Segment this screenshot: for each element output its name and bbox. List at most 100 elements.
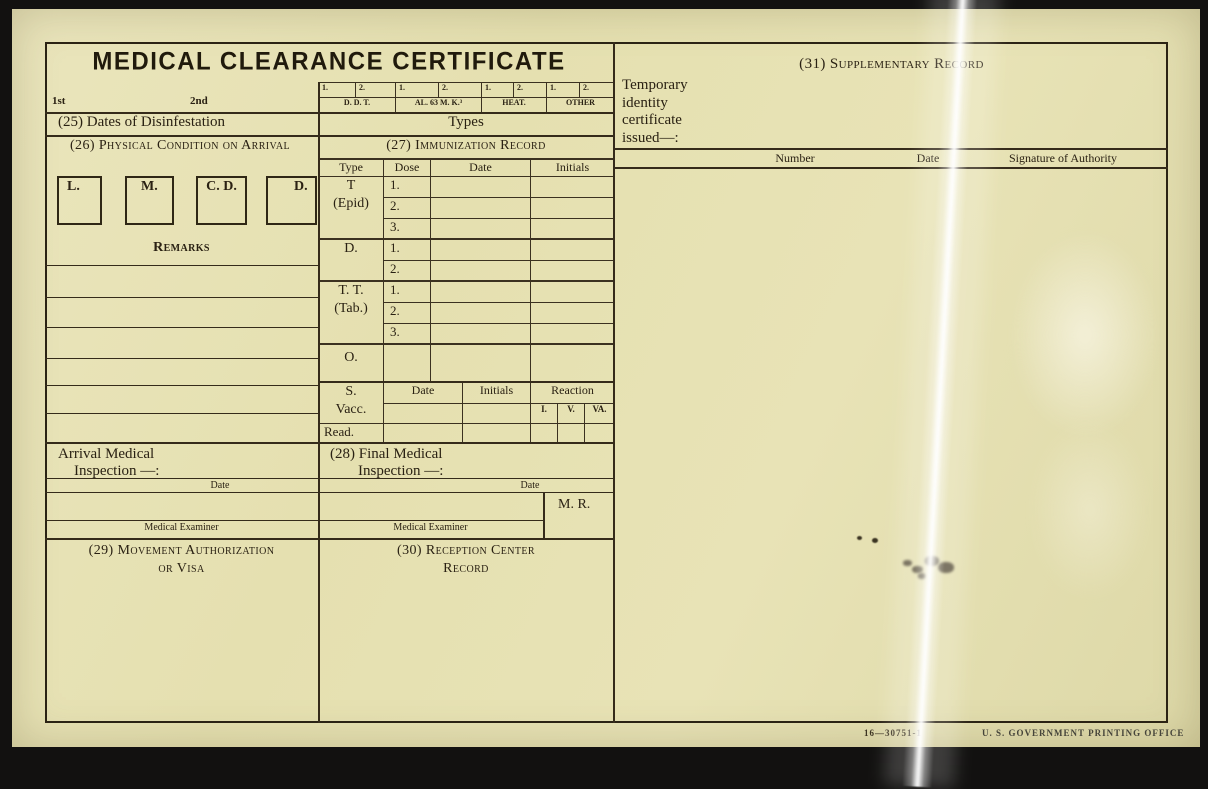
issued-line: certificate (622, 112, 682, 128)
supp-col-number: Number (775, 151, 815, 165)
dose-number: 2. (383, 259, 431, 282)
initials-cell (530, 301, 615, 324)
date-cell (430, 259, 531, 282)
scan-stain (1030, 420, 1150, 600)
dates-of-disinfestation-label: (25) Dates of Disinfestation (58, 114, 226, 130)
arrival-examiner-label: Medical Examiner (144, 522, 219, 533)
scan-stain (1010, 230, 1160, 440)
gpo-office-label: U. S. GOVERNMENT PRINTING OFFICE (982, 728, 1185, 738)
grid-number-cell: 2. (513, 82, 547, 98)
dose-number: 3. (383, 217, 431, 240)
remarks-line (45, 385, 318, 386)
second-disinfestation-label: 2nd (190, 95, 208, 107)
imm-col-type: Type (318, 158, 384, 177)
smallpox-s-label: S. (345, 384, 357, 399)
grid-number-cell: 1. (395, 82, 439, 98)
rule (45, 492, 614, 493)
print-code: 16—30751-1 (864, 728, 922, 738)
physical-condition-heading: (26) Physical Condition on Arrival (70, 138, 290, 153)
imm-type-line1: T. T. (338, 283, 364, 298)
smallpox-row-labels: S. Vacc. (318, 381, 384, 424)
mr-divider (543, 492, 545, 538)
mr-label: M. R. (558, 497, 591, 512)
date-cell (430, 217, 531, 240)
dose-number: 3. (383, 322, 431, 345)
ink-smudge (938, 562, 954, 573)
dose-number: 2. (383, 196, 431, 219)
date-cell (383, 402, 463, 424)
final-date-label: Date (520, 480, 540, 491)
supplementary-heading: (31) Supplementary Record (799, 56, 984, 72)
final-heading-line1: (28) Final Medical (330, 446, 443, 462)
grid-number-cell: 2. (579, 82, 615, 98)
grid-number-cell: 1. (318, 82, 356, 98)
remarks-line (45, 413, 318, 414)
smallpox-vacc-label: Vacc. (335, 402, 367, 417)
initials-cell (530, 217, 615, 240)
initials-cell (530, 238, 615, 261)
imm-type-t-epid: T (Epid) (318, 175, 384, 240)
condition-box-m-label: M. (141, 179, 158, 194)
reception-line2: Record (443, 561, 489, 576)
remarks-line (45, 265, 318, 266)
reaction-cell (583, 422, 616, 444)
initials-cell (462, 402, 531, 424)
movement-line1: (29) Movement Authorization (88, 543, 275, 558)
rule (45, 135, 614, 137)
initials-cell (530, 322, 615, 345)
imm-type-tt-tab: T. T. (Tab.) (318, 280, 384, 345)
condition-box-cd-label: C. D. (206, 179, 237, 194)
initials-cell (530, 196, 615, 219)
reaction-col-v: V. (557, 402, 585, 424)
rule (45, 478, 614, 479)
reception-center-heading: (30) Reception Center Record (318, 542, 614, 578)
ink-dot (857, 536, 862, 540)
rule (45, 442, 614, 444)
scanned-card: MEDICAL CLEARANCE CERTIFICATE 1st 2nd 1.… (12, 9, 1200, 747)
types-label: Types (448, 114, 484, 130)
supp-col-signature: Signature of Authority (1009, 151, 1117, 165)
arrival-heading-line1: Arrival Medical (58, 446, 155, 462)
dose-number: 1. (383, 175, 431, 198)
date-cell (430, 280, 531, 303)
imm-type-line1: T (346, 177, 356, 193)
imm-type-line2: (Epid) (333, 195, 369, 211)
reaction-col-va: VA. (583, 402, 616, 424)
grid-number-cell: 1. (546, 82, 580, 98)
rule (615, 167, 1168, 169)
smallpox-initials-header: Initials (462, 381, 531, 404)
imm-col-dose: Dose (383, 158, 431, 177)
rule (45, 112, 614, 114)
disinfestation-grid: 1. 2. 1. 2. 1. 2. 1. 2. D. D. T. AL. 63 … (318, 82, 615, 113)
immunization-heading: (27) Immunization Record (386, 138, 546, 153)
grid-type-other: OTHER (546, 97, 615, 113)
condition-box-m: M. (125, 176, 174, 225)
initials-cell (530, 343, 615, 383)
movement-line2: or Visa (158, 561, 205, 576)
remarks-line (45, 297, 318, 298)
ink-dot (872, 538, 878, 543)
rule (45, 538, 614, 540)
column-divider-main (613, 42, 615, 723)
condition-box-d-label: D. (294, 179, 308, 194)
dose-number: 2. (383, 301, 431, 324)
condition-box-l: L. (57, 176, 102, 225)
page-title: MEDICAL CLEARANCE CERTIFICATE (92, 47, 566, 76)
date-cell (430, 301, 531, 324)
reaction-cell (530, 422, 558, 444)
arrival-heading-line2: Inspection —: (74, 463, 160, 479)
form-border (45, 42, 1168, 723)
arrival-inspection-heading: Arrival Medical Inspection —: (58, 446, 159, 480)
smallpox-table: S. Vacc. Date Initials Reaction I. V. VA… (318, 381, 616, 444)
rule (615, 148, 1168, 150)
condition-box-d: D. (266, 176, 317, 225)
issued-line: Temporary (622, 77, 688, 93)
initials-cell (530, 175, 615, 198)
issued-line: identity (622, 94, 668, 111)
ink-smudge (903, 560, 912, 566)
date-cell (430, 238, 531, 261)
dose-number: 1. (383, 238, 431, 261)
condition-box-cd: C. D. (196, 176, 247, 225)
initials-cell (462, 422, 531, 444)
grid-number-cell: 2. (438, 82, 482, 98)
